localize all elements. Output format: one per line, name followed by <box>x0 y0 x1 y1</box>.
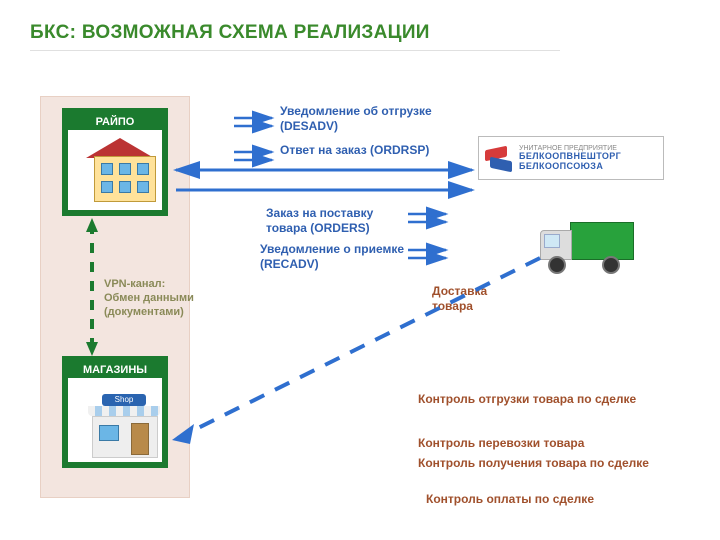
label-recadv: Уведомление о приемке (RECADV) <box>260 242 410 272</box>
control-item: Контроль перевозки товара <box>418 436 678 451</box>
node-company: УНИТАРНОЕ ПРЕДПРИЯТИЕ БЕЛКООПВНЕШТОРГ БЕ… <box>478 136 664 180</box>
control-item: Контроль оплаты по сделке <box>426 492 686 507</box>
node-raipo-label: РАЙПО <box>68 114 162 130</box>
label-ordrsp: Ответ на заказ (ORDRSP) <box>280 143 440 158</box>
factory-icon <box>80 140 150 200</box>
label-desadv: Уведомление об отгрузке (DESADV) <box>280 104 440 134</box>
control-item: Контроль получения товара по сделке <box>418 456 678 471</box>
label-orders: Заказ на поставку товара (ORDERS) <box>266 206 416 236</box>
truck-icon <box>540 218 640 270</box>
shop-icon: Shop <box>80 388 150 452</box>
node-shops-label: МАГАЗИНЫ <box>68 362 162 378</box>
company-logo-text: УНИТАРНОЕ ПРЕДПРИЯТИЕ БЕЛКООПВНЕШТОРГ БЕ… <box>519 145 621 171</box>
control-item: Контроль отгрузки товара по сделке <box>418 392 678 407</box>
title-rule <box>30 50 560 51</box>
page-title: БКС: ВОЗМОЖНАЯ СХЕМА РЕАЛИЗАЦИИ <box>30 22 430 44</box>
company-logo-icon <box>485 144 513 172</box>
label-delivery: Доставка товара <box>432 284 512 314</box>
node-shops: МАГАЗИНЫ Shop <box>62 356 168 468</box>
label-vpn: VPN-канал: Обмен данными (документами) <box>104 278 194 319</box>
node-raipo: РАЙПО <box>62 108 168 216</box>
